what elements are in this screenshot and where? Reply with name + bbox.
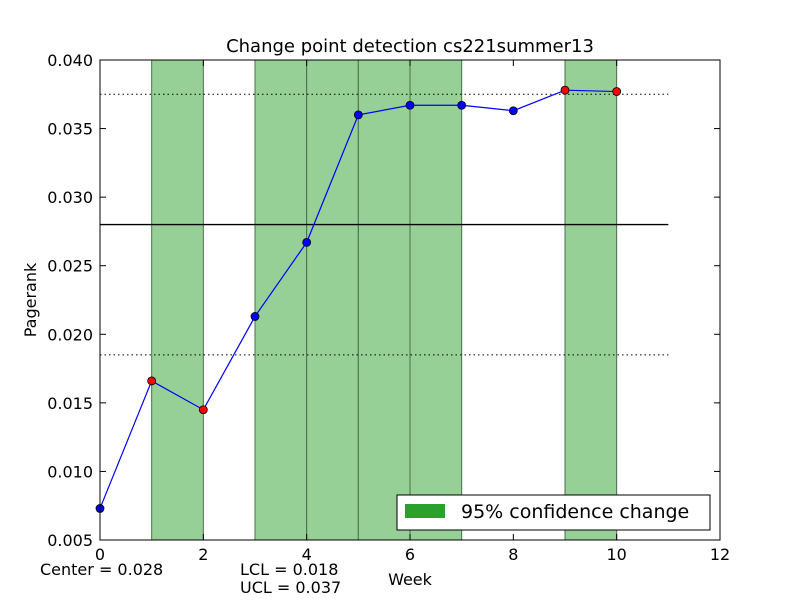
confidence-region-2 bbox=[306, 59, 359, 541]
x-tick-label: 12 bbox=[710, 545, 730, 564]
y-tick-label: 0.010 bbox=[47, 462, 93, 481]
legend-patch bbox=[405, 504, 445, 518]
x-tick-label: 8 bbox=[508, 545, 518, 564]
x-tick-label: 4 bbox=[302, 545, 312, 564]
legend-label: 95% confidence change bbox=[461, 501, 689, 523]
ucl-stat: UCL = 0.037 bbox=[240, 578, 342, 597]
y-axis-label: Pagerank bbox=[21, 262, 40, 337]
y-tick-label: 0.030 bbox=[47, 188, 93, 207]
confidence-region-4 bbox=[409, 59, 463, 541]
y-tick-label: 0.015 bbox=[47, 394, 93, 413]
legend-box bbox=[396, 494, 711, 531]
x-tick-label: 2 bbox=[198, 545, 208, 564]
x-axis-label: Week bbox=[388, 570, 433, 589]
y-tick-label: 0.035 bbox=[47, 120, 93, 139]
axis-ticks: 0 2 4 6 8 10 12 0.005 0.010 0.015 0.020 0.025 0.030 0… bbox=[47, 51, 730, 564]
y-tick-label: 0.005 bbox=[47, 531, 93, 550]
chart-title: Change point detection cs221summer13 bbox=[226, 36, 594, 57]
change-point-marker bbox=[612, 87, 622, 96]
change-point-marker bbox=[560, 85, 570, 95]
center-stat: Center = 0.028 bbox=[40, 560, 164, 579]
confidence-region-3 bbox=[357, 59, 411, 541]
confidence-region-1 bbox=[254, 59, 308, 541]
y-tick-label: 0.040 bbox=[47, 51, 93, 70]
data-point bbox=[353, 110, 363, 120]
y-tick-label: 0.025 bbox=[47, 257, 93, 276]
change-point-marker bbox=[198, 405, 208, 415]
x-tick-label: 0 bbox=[95, 545, 105, 564]
lcl-stat: LCL = 0.018 bbox=[240, 560, 339, 579]
data-point bbox=[508, 106, 518, 116]
series-group bbox=[95, 85, 622, 513]
confidence-region-0 bbox=[151, 59, 204, 541]
data-point bbox=[405, 100, 415, 110]
data-point bbox=[302, 237, 312, 247]
change-point-marker bbox=[147, 376, 157, 386]
confidence-regions bbox=[151, 59, 618, 541]
confidence-region-5 bbox=[564, 59, 618, 541]
data-point bbox=[250, 312, 260, 321]
legend: 95% confidence change bbox=[396, 494, 711, 531]
x-tick-label: 10 bbox=[606, 545, 626, 564]
control-lines bbox=[100, 93, 669, 356]
data-point bbox=[457, 100, 467, 110]
x-tick-label: 6 bbox=[405, 545, 415, 564]
y-tick-label: 0.020 bbox=[47, 325, 93, 344]
